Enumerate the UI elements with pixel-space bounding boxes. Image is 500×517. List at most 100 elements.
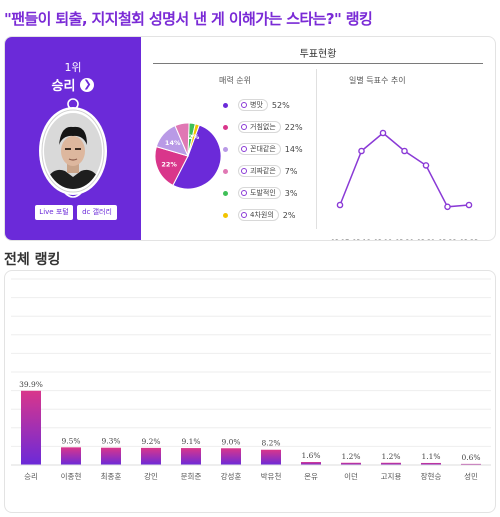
- trend-point: [444, 203, 451, 211]
- legend-label-text: 꼰대같은: [250, 145, 276, 153]
- daily-trend-line-chart: 03.17 03.18 03.19 03.20 03.21 03.22 03.23: [331, 129, 479, 241]
- page-headline: "팬들이 퇴출, 지지철회 성명서 낸 게 이해가는 스타는?" 랭킹: [4, 10, 373, 28]
- rank-label: 1위: [64, 61, 82, 74]
- legend-label: 도발적인: [238, 187, 281, 199]
- top-ranking-card: 1위 승리 ❯ Live 포털: [4, 36, 496, 241]
- legend-item: 괴짜같은 7%: [223, 165, 297, 177]
- legend-color-dot: [223, 190, 228, 196]
- legend-percent: 7%: [284, 166, 298, 176]
- vote-status-title: 투표현황: [299, 49, 337, 60]
- bar: [61, 447, 81, 465]
- top-star-link[interactable]: 승리 ❯: [5, 75, 141, 94]
- x-tick-label: 03.19: [374, 238, 393, 241]
- legend-label-text: 괴짜같은: [250, 167, 276, 175]
- section-title: 전체 랭킹: [4, 252, 61, 268]
- legend-label: 꼰대같은: [238, 143, 281, 155]
- legend-label-text: 도발적인: [250, 189, 276, 197]
- trend-line: [339, 132, 470, 208]
- bar-value-label: 39.9%: [19, 380, 43, 389]
- legend-percent: 22%: [284, 122, 303, 132]
- category-label: 최종훈: [101, 471, 122, 481]
- bar: [101, 447, 121, 465]
- legend-item: 병맛 52%: [223, 99, 290, 111]
- trend-point: [465, 201, 473, 209]
- overall-ranking-bar-chart: 39.9% 승리 9.5% 이종현 9.3% 최종훈 9.2% 강인 9.1% 문희준 9.0% 강성…: [11, 278, 491, 481]
- legend-color-dot: [223, 168, 228, 174]
- star-portrait: [39, 98, 107, 198]
- trend-point: [336, 201, 344, 209]
- chevron-right-icon[interactable]: ❯: [80, 77, 95, 92]
- bar: [341, 462, 361, 465]
- legend-label: 4차원의: [238, 209, 279, 221]
- legend-label: 병맛: [238, 99, 268, 111]
- pie-slice-label: 2%: [188, 133, 200, 141]
- bar-value-label: 9.3%: [101, 437, 120, 446]
- category-label: 승리: [24, 472, 38, 481]
- legend-label-text: 4차원의: [250, 211, 274, 219]
- pie-slice-label: 22%: [161, 161, 177, 169]
- trend-point: [401, 147, 408, 155]
- bar: [221, 448, 241, 465]
- divider: [153, 63, 483, 64]
- x-tick-label: 03.22: [438, 238, 457, 241]
- bar-value-label: 9.0%: [221, 437, 240, 446]
- trend-point: [379, 129, 387, 137]
- legend-item: 도발적인 3%: [223, 187, 297, 199]
- dc-gallery-button[interactable]: dc 갤러리: [77, 205, 117, 220]
- legend-color-dot: [223, 146, 228, 152]
- bar: [461, 463, 481, 465]
- legend-label-text: 병맛: [250, 101, 263, 109]
- pie-slice-5: [187, 123, 200, 157]
- x-tick-label: 03.21: [417, 238, 436, 241]
- x-tick-label: 03.23: [460, 238, 479, 241]
- bar: [301, 462, 321, 465]
- bar: [381, 462, 401, 465]
- category-label: 이종현: [61, 471, 82, 481]
- bar-value-label: 9.2%: [141, 437, 160, 446]
- legend-color-dot: [223, 102, 228, 108]
- legend-percent: 2%: [282, 210, 296, 220]
- bar-value-label: 9.5%: [61, 436, 80, 445]
- circle-icon: [241, 124, 247, 130]
- bar-value-label: 1.1%: [421, 452, 440, 461]
- bar: [261, 449, 281, 465]
- circle-icon: [241, 102, 247, 108]
- category-label: 강인: [144, 471, 158, 481]
- bar-value-label: 9.1%: [181, 437, 200, 446]
- charm-rank-title: 매력 순위: [219, 76, 251, 85]
- first-place-panel: 1위 승리 ❯ Live 포털: [5, 37, 141, 240]
- divider: [316, 69, 317, 229]
- legend-item: 꼰대같은 14%: [223, 143, 303, 155]
- bar: [21, 390, 41, 465]
- bar: [141, 447, 161, 465]
- category-label: 성민: [464, 471, 478, 481]
- circle-icon: [241, 212, 247, 218]
- category-label: 박유천: [261, 471, 282, 481]
- category-label: 고지용: [381, 472, 402, 481]
- legend-label: 거침없는: [238, 121, 281, 133]
- bar: [421, 462, 441, 465]
- live-portal-button[interactable]: Live 포털: [35, 205, 73, 220]
- category-label: 온유: [304, 472, 318, 481]
- bar: [181, 448, 201, 465]
- legend-color-dot: [223, 124, 228, 130]
- overall-ranking-card: 39.9% 승리 9.5% 이종현 9.3% 최종훈 9.2% 강인 9.1% 문희준 9.0% 강성…: [4, 270, 496, 513]
- bar-value-label: 1.2%: [381, 452, 400, 461]
- circle-icon: [241, 146, 247, 152]
- x-tick-label: 03.20: [395, 238, 414, 241]
- bar-value-label: 8.2%: [261, 439, 280, 448]
- legend-percent: 14%: [284, 144, 303, 154]
- legend-label-text: 거침없는: [250, 123, 276, 131]
- category-label: 문희준: [181, 471, 202, 481]
- pie-slice-0: [172, 124, 222, 190]
- legend-label: 괴짜같은: [238, 165, 281, 177]
- bar-value-label: 1.6%: [301, 451, 320, 460]
- legend-color-dot: [223, 212, 228, 218]
- pie-slice-label: 14%: [165, 139, 181, 147]
- category-label: 장현승: [421, 471, 442, 481]
- x-tick-label: 03.17: [331, 238, 350, 241]
- trend-point: [422, 162, 430, 169]
- category-label: 강성훈: [221, 471, 242, 481]
- category-label: 이던: [344, 471, 358, 481]
- legend-item: 거침없는 22%: [223, 121, 303, 133]
